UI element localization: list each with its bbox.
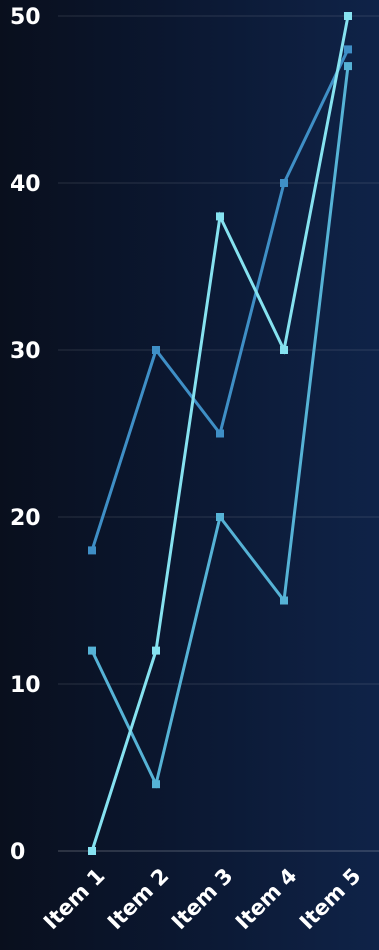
data-point: [344, 12, 352, 20]
data-point: [280, 179, 288, 187]
series-2: [88, 62, 352, 789]
data-point: [152, 780, 160, 789]
y-axis-ticks: 0 10 20 30 40 50: [10, 5, 41, 865]
data-point: [280, 346, 288, 354]
x-tick-label: Item 1: [39, 864, 110, 935]
data-point: [344, 62, 352, 71]
series-layer: [88, 12, 352, 855]
data-point: [216, 513, 224, 521]
data-point: [344, 45, 352, 54]
y-tick-label: 20: [10, 506, 41, 531]
series-3: [88, 12, 352, 855]
data-point: [216, 429, 224, 438]
y-tick-label: 0: [10, 840, 25, 865]
data-point: [152, 346, 160, 354]
data-point: [88, 847, 96, 855]
data-point: [280, 596, 288, 605]
series-line: [90, 65, 350, 789]
data-point: [88, 546, 96, 555]
x-tick-label: Item 3: [167, 864, 238, 935]
data-point: [88, 646, 96, 655]
series-1: [88, 45, 352, 555]
y-tick-label: 50: [10, 5, 41, 30]
data-point: [216, 212, 224, 221]
series-line: [90, 48, 350, 551]
y-tick-label: 30: [10, 339, 41, 364]
x-tick-label: Item 2: [103, 864, 174, 935]
y-tick-label: 10: [10, 673, 41, 698]
data-point: [152, 646, 160, 655]
x-tick-label: Item 5: [295, 864, 366, 935]
y-tick-label: 40: [10, 172, 41, 197]
x-tick-label: Item 4: [231, 864, 302, 935]
